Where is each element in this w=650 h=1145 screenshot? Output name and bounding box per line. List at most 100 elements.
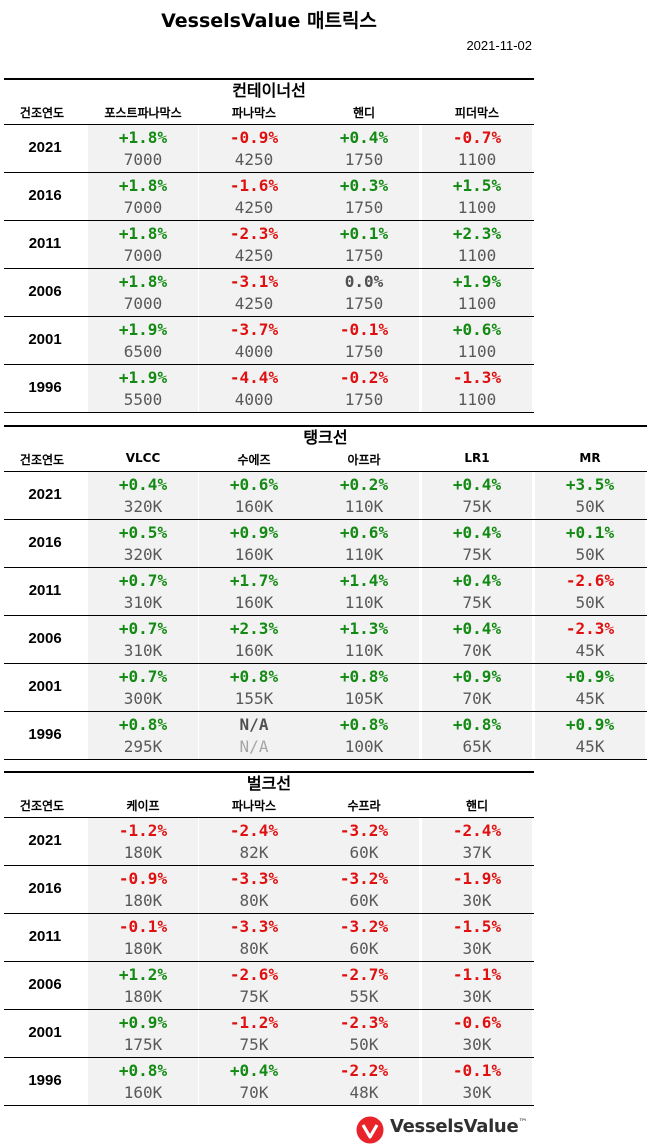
value-cell: +2.3% 160K <box>199 616 309 663</box>
vessel-size: 50K <box>349 1035 379 1054</box>
value-cell: +1.8% 7000 <box>88 173 198 220</box>
value-cell: +1.7% 160K <box>199 568 309 615</box>
build-year: 2016 <box>28 534 62 551</box>
change-percent: -2.6% <box>229 965 279 984</box>
vessel-size: 50K <box>575 545 605 564</box>
column-header: 핸디 <box>465 799 489 813</box>
vessel-size: 50K <box>575 497 605 516</box>
change-percent: -2.3% <box>565 619 615 638</box>
section-table: 벌크선 건조연도 케이프 파나막스 수프라 핸디 2021 -1.2% 180K -2.4% 82K… <box>4 771 534 1106</box>
section-title: 벌크선 <box>4 771 534 795</box>
change-percent: -1.9% <box>452 869 502 888</box>
table-row: 2001 +1.9% 6500 -3.7% 4000 -0.1% 1750 +0.6% 1100 <box>4 317 534 365</box>
vessel-size: 300K <box>123 689 163 708</box>
change-percent: -3.3% <box>229 917 279 936</box>
vessel-size: 4250 <box>234 246 274 265</box>
change-percent: +0.9% <box>565 667 615 686</box>
value-cell: -0.1% 180K <box>88 914 198 961</box>
vessel-size: 30K <box>462 891 492 910</box>
section-title: 탱크선 <box>4 425 647 449</box>
change-percent: +0.4% <box>452 571 502 590</box>
build-year: 1996 <box>28 726 62 743</box>
value-cell: -1.2% 180K <box>88 818 198 865</box>
value-cell: +0.8% 100K <box>309 712 419 759</box>
value-cell: +1.9% 6500 <box>88 317 198 364</box>
value-cell: +2.3% 1100 <box>422 221 532 268</box>
vessel-size: 160K <box>234 593 274 612</box>
table-row: 2021 -1.2% 180K -2.4% 82K -3.2% 60K -2.4% 37K <box>4 818 534 866</box>
table-row: 2011 +1.8% 7000 -2.3% 4250 +0.1% 1750 +2.3% 1100 <box>4 221 534 269</box>
change-percent: +0.5% <box>118 523 168 542</box>
value-cell: -1.2% 75K <box>199 1010 309 1057</box>
change-percent: +0.8% <box>118 1061 168 1080</box>
value-cell: +0.1% 1750 <box>309 221 419 268</box>
vessel-size: 320K <box>123 545 163 564</box>
value-cell: +0.9% 70K <box>422 664 532 711</box>
build-year: 2021 <box>28 139 62 156</box>
vessel-size: 75K <box>239 987 269 1006</box>
value-cell: +0.8% 155K <box>199 664 309 711</box>
value-cell: -0.1% 1750 <box>309 317 419 364</box>
change-percent: +0.4% <box>452 619 502 638</box>
vessel-size: 155K <box>234 689 274 708</box>
table-row: 2011 +0.7% 310K +1.7% 160K +1.4% 110K +0.4% 75K -… <box>4 568 647 616</box>
change-percent: +1.4% <box>339 571 389 590</box>
vessel-size: 295K <box>123 737 163 756</box>
vessel-size: 60K <box>349 843 379 862</box>
vessel-size: 70K <box>462 641 492 660</box>
change-percent: -3.3% <box>229 869 279 888</box>
change-percent: -4.4% <box>229 368 279 387</box>
change-percent: +1.7% <box>229 571 279 590</box>
change-percent: -3.1% <box>229 272 279 291</box>
vessel-size: 45K <box>575 689 605 708</box>
value-cell: -3.2% 60K <box>309 866 419 913</box>
change-percent: -0.6% <box>452 1013 502 1032</box>
vessel-size: 1100 <box>457 390 497 409</box>
value-cell: -2.3% 4250 <box>199 221 309 268</box>
change-percent: +0.9% <box>565 715 615 734</box>
value-cell: -3.7% 4000 <box>199 317 309 364</box>
value-cell: -0.1% 30K <box>422 1058 532 1105</box>
change-percent: -0.7% <box>452 128 502 147</box>
value-cell: +0.7% 300K <box>88 664 198 711</box>
value-cell: +0.8% 105K <box>309 664 419 711</box>
value-cell: -3.3% 80K <box>199 914 309 961</box>
change-percent: -0.1% <box>452 1061 502 1080</box>
table-row: 2021 +0.4% 320K +0.6% 160K +0.2% 110K +0.4% 75K +… <box>4 472 647 520</box>
change-percent: +0.8% <box>229 667 279 686</box>
table-row: 2001 +0.7% 300K +0.8% 155K +0.8% 105K +0.9% 70K +… <box>4 664 647 712</box>
build-year: 2011 <box>28 928 62 945</box>
value-cell: +0.8% 295K <box>88 712 198 759</box>
vessel-size: 1100 <box>457 198 497 217</box>
change-percent: +1.8% <box>118 128 168 147</box>
vessel-size: 100K <box>344 737 384 756</box>
year-column-header: 건조연도 <box>19 799 65 813</box>
change-percent: 0.0% <box>344 272 384 291</box>
change-percent: -2.4% <box>229 821 279 840</box>
column-header: 포스트파나막스 <box>104 106 182 120</box>
change-percent: +3.5% <box>565 475 615 494</box>
change-percent: +0.8% <box>118 715 168 734</box>
table-row: 2001 +0.9% 175K -1.2% 75K -2.3% 50K -0.6% 30K <box>4 1010 534 1058</box>
build-year: 2016 <box>28 187 62 204</box>
vessel-size: 160K <box>234 497 274 516</box>
vessel-size: 310K <box>123 593 163 612</box>
value-cell: -0.9% 180K <box>88 866 198 913</box>
vessel-size: 1750 <box>344 150 384 169</box>
change-percent: +0.2% <box>339 475 389 494</box>
vessel-size: 48K <box>349 1083 379 1102</box>
change-percent: +0.7% <box>118 667 168 686</box>
vessel-size: 75K <box>462 497 492 516</box>
vessel-size: 110K <box>344 497 384 516</box>
vessel-size: 4250 <box>234 198 274 217</box>
table-row: 2016 -0.9% 180K -3.3% 80K -3.2% 60K -1.9% 30K <box>4 866 534 914</box>
build-year: 2001 <box>28 678 62 695</box>
change-percent: +0.4% <box>118 475 168 494</box>
table-row: 2016 +0.5% 320K +0.9% 160K +0.6% 110K +0.4% 75K +… <box>4 520 647 568</box>
value-cell: +3.5% 50K <box>535 472 645 519</box>
change-percent: +0.8% <box>452 715 502 734</box>
value-cell: +1.8% 7000 <box>88 125 198 172</box>
build-year: 1996 <box>28 1072 62 1089</box>
value-cell: +0.4% 75K <box>422 472 532 519</box>
change-percent: -2.3% <box>339 1013 389 1032</box>
